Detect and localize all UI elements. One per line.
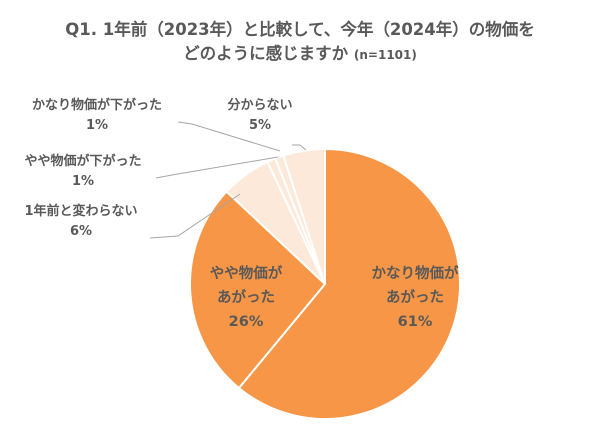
chart-title-line2: どのように感じますか (n=1101) xyxy=(0,40,600,64)
leader-line-much-lower xyxy=(177,121,281,152)
label-percent: 1% xyxy=(85,118,109,133)
slice-unknown xyxy=(282,147,326,285)
chart-title-line1: Q1. 1年前（2023年）と比較して、今年（2024年）の物価を xyxy=(65,20,535,39)
label-slice-much-lower: かなり物価が下がった 1% xyxy=(14,96,180,136)
label-text: かなり物価が xyxy=(371,266,459,282)
leader-line-slightly-lower xyxy=(155,156,279,179)
label-slice-slightly-higher: やや物価が あがった 26% xyxy=(196,262,296,334)
label-slice-much-higher: かなり物価が あがった 61% xyxy=(360,262,470,334)
label-text: あがった xyxy=(217,290,275,306)
slice-slightly-higher xyxy=(189,190,327,390)
label-text: 分からない xyxy=(227,98,293,113)
label-text: あがった xyxy=(386,290,444,306)
label-slice-slightly-lower: やや物価が下がった 1% xyxy=(8,152,158,192)
chart-title-question: どのように感じますか xyxy=(183,44,349,63)
label-slice-unknown: 分からない 5% xyxy=(218,96,302,136)
label-text: やや物価が下がった xyxy=(24,154,142,169)
label-percent: 6% xyxy=(69,224,93,239)
leader-line-unknown xyxy=(292,144,307,151)
label-percent: 26% xyxy=(228,314,264,330)
label-percent: 61% xyxy=(397,314,433,330)
label-percent: 5% xyxy=(248,118,272,133)
label-text: やや物価が xyxy=(209,266,283,282)
slice-much-higher xyxy=(237,147,461,420)
leader-line-unchanged xyxy=(149,193,241,239)
label-slice-unchanged: 1年前と変わらない 6% xyxy=(18,202,144,242)
sample-size: (n=1101) xyxy=(353,48,417,62)
label-percent: 1% xyxy=(71,174,95,189)
label-text: 1年前と変わらない xyxy=(24,204,138,219)
label-text: かなり物価が下がった xyxy=(31,98,162,113)
